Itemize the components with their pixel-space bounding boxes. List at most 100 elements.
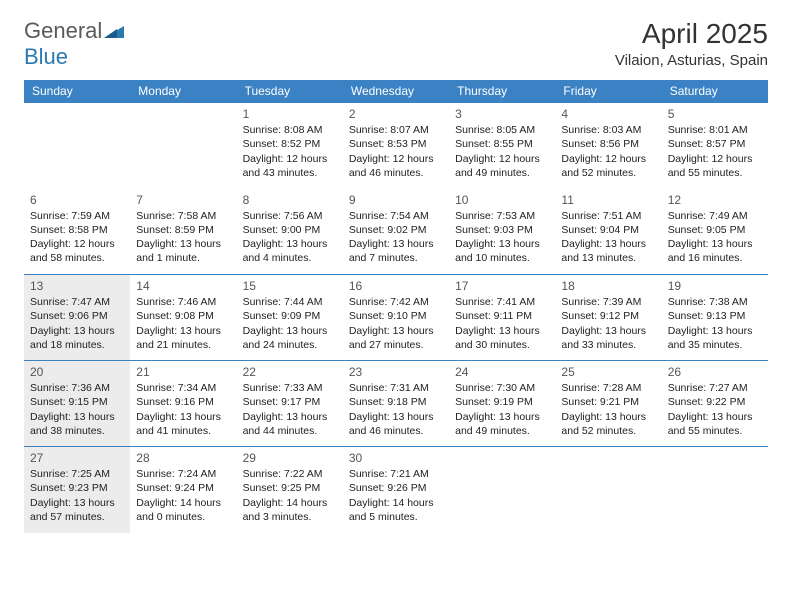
- day-info-line: Daylight: 14 hours: [136, 496, 230, 510]
- day-number: 18: [561, 278, 655, 294]
- day-info-line: Sunset: 9:09 PM: [243, 309, 337, 323]
- day-info-line: Daylight: 12 hours: [30, 237, 124, 251]
- logo-part2: Blue: [24, 44, 68, 69]
- day-info-line: Sunset: 9:25 PM: [243, 481, 337, 495]
- day-info-line: Sunset: 9:16 PM: [136, 395, 230, 409]
- day-info-line: Daylight: 13 hours: [455, 324, 549, 338]
- day-info-line: Daylight: 12 hours: [561, 152, 655, 166]
- calendar-week-row: 27Sunrise: 7:25 AMSunset: 9:23 PMDayligh…: [24, 447, 768, 533]
- day-info-line: Sunrise: 7:33 AM: [243, 381, 337, 395]
- calendar-day-cell: 23Sunrise: 7:31 AMSunset: 9:18 PMDayligh…: [343, 361, 449, 447]
- day-info-line: and 18 minutes.: [30, 338, 124, 352]
- day-info-line: Daylight: 12 hours: [349, 152, 443, 166]
- day-info-line: and 38 minutes.: [30, 424, 124, 438]
- calendar-day-cell: 30Sunrise: 7:21 AMSunset: 9:26 PMDayligh…: [343, 447, 449, 533]
- day-header: Wednesday: [343, 80, 449, 103]
- day-info-line: Sunset: 9:10 PM: [349, 309, 443, 323]
- day-header: Tuesday: [237, 80, 343, 103]
- day-info-line: and 24 minutes.: [243, 338, 337, 352]
- day-info-line: Sunrise: 7:49 AM: [668, 209, 762, 223]
- day-info-line: Daylight: 13 hours: [561, 237, 655, 251]
- day-info-line: Sunset: 9:22 PM: [668, 395, 762, 409]
- calendar-day-cell: 4Sunrise: 8:03 AMSunset: 8:56 PMDaylight…: [555, 103, 661, 189]
- day-info-line: Sunset: 8:59 PM: [136, 223, 230, 237]
- day-number: 8: [243, 192, 337, 208]
- day-info-line: Daylight: 13 hours: [561, 324, 655, 338]
- calendar-day-cell: 18Sunrise: 7:39 AMSunset: 9:12 PMDayligh…: [555, 275, 661, 361]
- calendar-day-cell: 27Sunrise: 7:25 AMSunset: 9:23 PMDayligh…: [24, 447, 130, 533]
- calendar-day-cell: 10Sunrise: 7:53 AMSunset: 9:03 PMDayligh…: [449, 189, 555, 275]
- day-number: 26: [668, 364, 762, 380]
- day-info-line: and 7 minutes.: [349, 251, 443, 265]
- day-info-line: Sunrise: 7:28 AM: [561, 381, 655, 395]
- calendar-empty-cell: [555, 447, 661, 533]
- header: GeneralBlue April 2025 Vilaion, Asturias…: [24, 18, 768, 70]
- day-info-line: Daylight: 12 hours: [455, 152, 549, 166]
- day-info-line: Sunrise: 8:08 AM: [243, 123, 337, 137]
- calendar-day-cell: 21Sunrise: 7:34 AMSunset: 9:16 PMDayligh…: [130, 361, 236, 447]
- day-info-line: Daylight: 13 hours: [349, 237, 443, 251]
- day-info-line: Sunset: 9:04 PM: [561, 223, 655, 237]
- calendar-day-cell: 24Sunrise: 7:30 AMSunset: 9:19 PMDayligh…: [449, 361, 555, 447]
- day-info-line: Sunrise: 7:56 AM: [243, 209, 337, 223]
- day-info-line: Daylight: 13 hours: [668, 410, 762, 424]
- day-number: 22: [243, 364, 337, 380]
- calendar-day-cell: 26Sunrise: 7:27 AMSunset: 9:22 PMDayligh…: [662, 361, 768, 447]
- day-info-line: Daylight: 13 hours: [30, 496, 124, 510]
- day-info-line: Sunrise: 8:03 AM: [561, 123, 655, 137]
- calendar-day-cell: 16Sunrise: 7:42 AMSunset: 9:10 PMDayligh…: [343, 275, 449, 361]
- day-header: Thursday: [449, 80, 555, 103]
- calendar-day-cell: 8Sunrise: 7:56 AMSunset: 9:00 PMDaylight…: [237, 189, 343, 275]
- day-info-line: Sunrise: 7:36 AM: [30, 381, 124, 395]
- day-info-line: Sunset: 9:26 PM: [349, 481, 443, 495]
- day-info-line: Sunset: 9:08 PM: [136, 309, 230, 323]
- day-info-line: Daylight: 13 hours: [136, 324, 230, 338]
- day-info-line: Daylight: 13 hours: [243, 410, 337, 424]
- day-info-line: Daylight: 13 hours: [668, 324, 762, 338]
- day-info-line: Daylight: 13 hours: [668, 237, 762, 251]
- day-info-line: Sunset: 9:05 PM: [668, 223, 762, 237]
- day-info-line: and 10 minutes.: [455, 251, 549, 265]
- day-info-line: Sunset: 9:19 PM: [455, 395, 549, 409]
- day-header: Friday: [555, 80, 661, 103]
- day-info-line: Sunrise: 7:46 AM: [136, 295, 230, 309]
- day-info-line: Sunset: 9:11 PM: [455, 309, 549, 323]
- day-info-line: and 41 minutes.: [136, 424, 230, 438]
- day-number: 11: [561, 192, 655, 208]
- day-info-line: and 5 minutes.: [349, 510, 443, 524]
- calendar-head: SundayMondayTuesdayWednesdayThursdayFrid…: [24, 80, 768, 103]
- day-number: 24: [455, 364, 549, 380]
- calendar-week-row: 1Sunrise: 8:08 AMSunset: 8:52 PMDaylight…: [24, 103, 768, 189]
- day-info-line: Sunrise: 7:30 AM: [455, 381, 549, 395]
- day-header: Saturday: [662, 80, 768, 103]
- day-info-line: Sunrise: 7:25 AM: [30, 467, 124, 481]
- day-info-line: Sunset: 9:12 PM: [561, 309, 655, 323]
- calendar-day-cell: 3Sunrise: 8:05 AMSunset: 8:55 PMDaylight…: [449, 103, 555, 189]
- day-info-line: Daylight: 13 hours: [349, 324, 443, 338]
- calendar-week-row: 20Sunrise: 7:36 AMSunset: 9:15 PMDayligh…: [24, 361, 768, 447]
- day-info-line: and 4 minutes.: [243, 251, 337, 265]
- calendar-day-cell: 19Sunrise: 7:38 AMSunset: 9:13 PMDayligh…: [662, 275, 768, 361]
- logo-part1: General: [24, 18, 102, 43]
- day-info-line: Daylight: 13 hours: [30, 410, 124, 424]
- day-info-line: and 46 minutes.: [349, 166, 443, 180]
- day-number: 2: [349, 106, 443, 122]
- day-info-line: and 30 minutes.: [455, 338, 549, 352]
- day-info-line: Daylight: 12 hours: [668, 152, 762, 166]
- day-header: Sunday: [24, 80, 130, 103]
- calendar-day-cell: 6Sunrise: 7:59 AMSunset: 8:58 PMDaylight…: [24, 189, 130, 275]
- day-info-line: Sunset: 8:56 PM: [561, 137, 655, 151]
- day-info-line: Sunrise: 7:27 AM: [668, 381, 762, 395]
- day-number: 1: [243, 106, 337, 122]
- day-info-line: Sunset: 9:02 PM: [349, 223, 443, 237]
- day-number: 9: [349, 192, 443, 208]
- calendar-body: 1Sunrise: 8:08 AMSunset: 8:52 PMDaylight…: [24, 103, 768, 533]
- calendar-day-cell: 2Sunrise: 8:07 AMSunset: 8:53 PMDaylight…: [343, 103, 449, 189]
- day-info-line: Sunset: 9:23 PM: [30, 481, 124, 495]
- title-block: April 2025 Vilaion, Asturias, Spain: [615, 18, 768, 69]
- month-title: April 2025: [615, 18, 768, 50]
- day-info-line: and 35 minutes.: [668, 338, 762, 352]
- calendar-day-cell: 25Sunrise: 7:28 AMSunset: 9:21 PMDayligh…: [555, 361, 661, 447]
- day-info-line: Sunset: 8:57 PM: [668, 137, 762, 151]
- day-info-line: and 55 minutes.: [668, 166, 762, 180]
